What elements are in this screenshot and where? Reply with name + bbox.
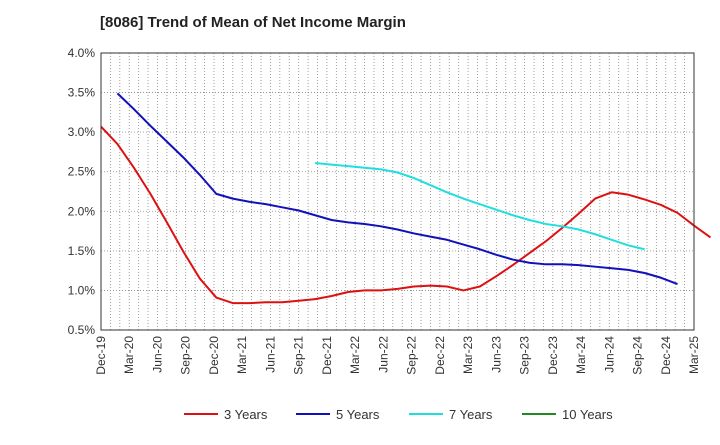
x-tick-label: Dec-22 <box>433 336 447 375</box>
x-tick-label: Dec-24 <box>659 336 673 375</box>
y-tick-label: 3.5% <box>68 86 96 100</box>
series-line-7-years <box>315 162 645 251</box>
x-tick-label: Jun-23 <box>489 336 503 373</box>
x-tick-label: Mar-24 <box>574 336 588 374</box>
x-tick-label: Sep-20 <box>179 336 193 375</box>
y-tick-label: 1.5% <box>68 244 96 258</box>
x-tick-label: Dec-23 <box>546 336 560 375</box>
x-tick-label: Jun-24 <box>602 336 616 373</box>
x-tick-label: Dec-21 <box>320 336 334 375</box>
x-tick-label: Mar-22 <box>348 336 362 374</box>
plot-frame <box>100 52 695 331</box>
x-tick-label: Jun-22 <box>376 336 390 373</box>
y-tick-label: 2.0% <box>68 204 96 218</box>
series-line-5-years <box>116 92 678 286</box>
x-tick-label: Mar-21 <box>235 336 249 374</box>
series-line-3-years <box>100 125 712 305</box>
x-tick-label: Jun-20 <box>150 336 164 373</box>
legend-label: 10 Years <box>562 407 613 422</box>
legend-label: 5 Years <box>336 407 380 422</box>
y-tick-label: 4.0% <box>68 46 96 60</box>
y-tick-label: 3.0% <box>68 125 96 139</box>
x-tick-label: Sep-24 <box>631 336 645 375</box>
x-tick-label: Mar-25 <box>687 336 701 374</box>
legend-label: 3 Years <box>224 407 268 422</box>
x-tick-label: Sep-21 <box>292 336 306 375</box>
x-tick-label: Sep-22 <box>405 336 419 375</box>
chart-title: [8086] Trend of Mean of Net Income Margi… <box>100 14 406 31</box>
x-tick-label: Dec-20 <box>207 336 221 375</box>
x-tick-label: Mar-20 <box>122 336 136 374</box>
x-tick-label: Dec-19 <box>94 336 108 375</box>
x-tick-label: Sep-23 <box>518 336 532 375</box>
x-tick-label: Jun-21 <box>263 336 277 373</box>
legend-label: 7 Years <box>449 407 493 422</box>
y-tick-label: 1.0% <box>68 283 96 297</box>
y-tick-label: 2.5% <box>68 165 96 179</box>
x-tick-label: Mar-23 <box>461 336 475 374</box>
y-tick-label: 0.5% <box>68 323 96 337</box>
